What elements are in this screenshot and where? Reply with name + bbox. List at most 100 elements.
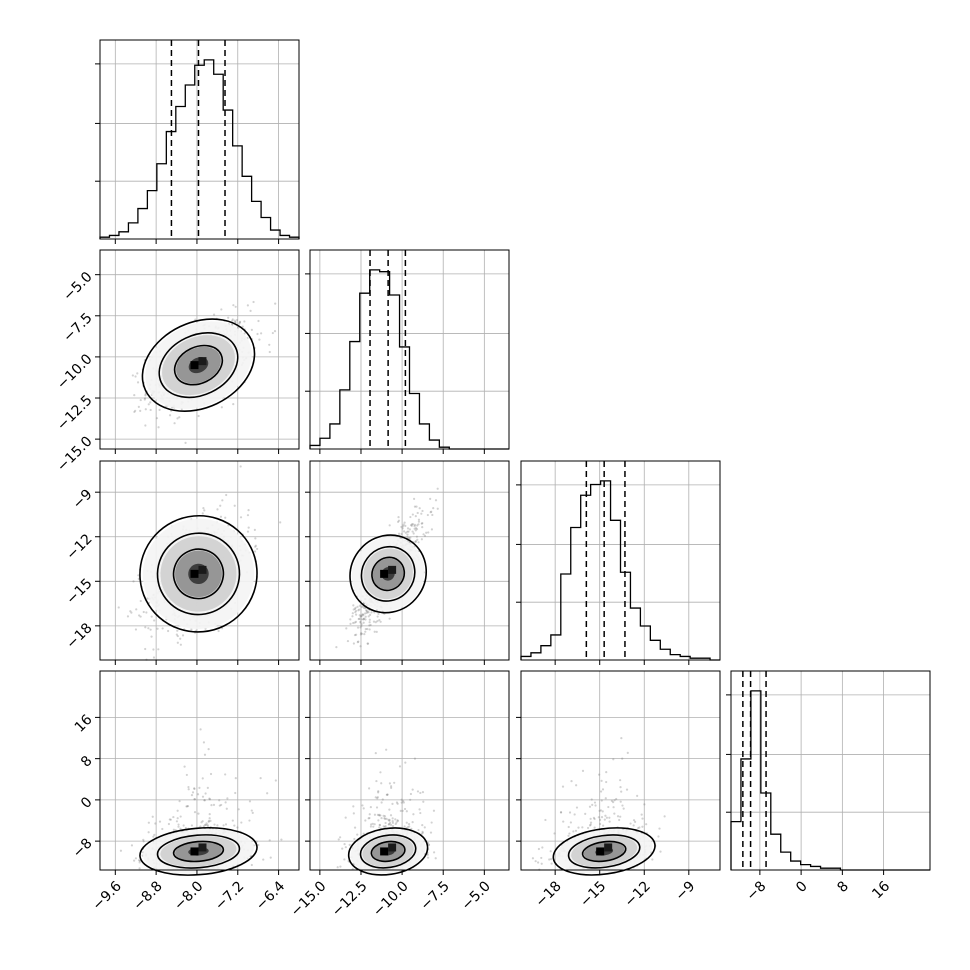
sample-point — [144, 393, 147, 396]
sample-point — [417, 523, 420, 526]
sample-point — [357, 617, 360, 621]
sample-point — [197, 812, 200, 815]
sample-point — [203, 509, 206, 512]
sample-point — [429, 497, 432, 500]
sample-point — [426, 513, 429, 517]
sample-point — [600, 816, 604, 819]
x-tick-label: 0 — [793, 878, 811, 896]
sample-point — [621, 804, 624, 807]
sample-point — [225, 493, 228, 497]
sample-point — [377, 790, 380, 793]
sample-point — [366, 610, 369, 614]
sample-point — [196, 793, 200, 796]
sample-point — [376, 619, 379, 623]
x-tick-label: −6.4 — [253, 878, 288, 913]
sample-point — [396, 802, 399, 805]
x-tick-label: −8.0 — [171, 878, 206, 913]
sample-point — [169, 818, 172, 821]
y-tick-label: −15 — [63, 576, 95, 608]
sample-point — [364, 618, 367, 621]
sample-point — [208, 798, 212, 801]
density-peak — [190, 847, 199, 856]
sample-point — [422, 533, 425, 536]
sample-point — [418, 808, 421, 811]
sample-point — [406, 825, 409, 829]
sample-point — [567, 834, 570, 837]
sample-point — [172, 815, 175, 819]
sample-point — [224, 801, 227, 804]
sample-point — [202, 825, 205, 828]
sample-point — [352, 805, 355, 808]
sample-point — [238, 320, 242, 323]
sample-point — [362, 832, 365, 835]
sample-point — [366, 627, 369, 631]
sample-point — [388, 617, 391, 620]
density-contour — [349, 534, 428, 614]
density-contour — [567, 834, 641, 869]
sample-point — [144, 626, 147, 629]
sample-point — [362, 621, 365, 624]
sample-point — [179, 643, 182, 646]
sample-point — [599, 790, 603, 793]
sample-point — [369, 806, 372, 809]
x-tick-label: −8 — [744, 878, 770, 904]
sample-point — [240, 821, 243, 824]
sample-point — [608, 820, 611, 823]
sample-point — [416, 538, 419, 541]
sample-point — [224, 773, 227, 776]
sample-point — [201, 777, 204, 780]
sample-point — [397, 516, 400, 519]
density-peak — [604, 843, 613, 852]
sample-point — [584, 812, 587, 815]
sample-point — [220, 803, 223, 807]
sample-point — [384, 817, 387, 821]
sample-point — [550, 862, 553, 865]
sample-point — [427, 843, 431, 846]
sample-point — [380, 782, 383, 785]
sample-point — [417, 541, 420, 544]
sample-point — [216, 824, 219, 827]
sample-point — [137, 859, 141, 862]
sample-point — [604, 814, 607, 817]
sample-point — [385, 793, 388, 796]
sample-point — [589, 823, 592, 826]
sample-point — [618, 818, 621, 822]
sample-point — [193, 798, 196, 801]
y-tick-label: 16 — [72, 712, 96, 736]
sample-point — [410, 523, 414, 526]
sample-point — [427, 856, 430, 859]
sample-point — [636, 794, 639, 797]
sample-point — [150, 615, 153, 618]
sample-point — [237, 808, 240, 811]
sample-point — [645, 823, 648, 826]
sample-point — [218, 799, 221, 802]
sample-point — [352, 812, 355, 815]
sample-point — [137, 574, 140, 577]
sample-point — [434, 857, 437, 860]
sample-point — [232, 304, 235, 307]
density-peak — [388, 843, 397, 852]
sample-point — [202, 506, 205, 510]
sample-point — [419, 791, 422, 795]
sample-point — [237, 326, 240, 329]
sample-point — [193, 787, 196, 790]
sample-point — [161, 827, 164, 831]
sample-point — [393, 781, 396, 784]
sample-point — [369, 623, 372, 627]
sample-point — [368, 621, 371, 624]
sample-point — [604, 797, 607, 800]
sample-point — [398, 765, 402, 768]
sample-point — [369, 823, 373, 826]
sample-point — [236, 826, 239, 829]
sample-point — [356, 626, 360, 629]
sample-point — [147, 627, 150, 630]
sample-point — [256, 547, 259, 551]
sample-point — [349, 618, 352, 621]
sample-point — [203, 799, 206, 802]
sample-point — [273, 330, 277, 333]
sample-point — [559, 811, 563, 814]
sample-point — [651, 858, 654, 861]
sample-point — [407, 530, 410, 533]
sample-point — [402, 523, 405, 526]
sample-point — [176, 634, 179, 638]
